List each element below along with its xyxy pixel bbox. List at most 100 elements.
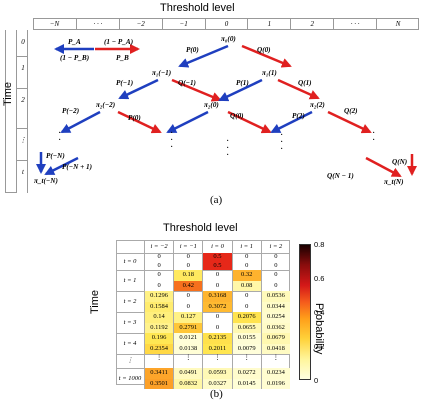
ellipsis-dots: · · · bbox=[226, 136, 230, 161]
heatmap-row-header: t = 3 bbox=[123, 318, 137, 326]
cell-value-top: 0.5 bbox=[203, 253, 232, 262]
threshold-column-header: 0 bbox=[204, 18, 248, 30]
cell-value-bottom: 0 bbox=[245, 261, 249, 269]
node-pi1m1: π₁(−1) bbox=[152, 69, 172, 77]
arrow-q0b bbox=[227, 110, 272, 134]
cell-value-top: 0.32 bbox=[232, 270, 261, 281]
legend-pb: P_B bbox=[116, 54, 129, 62]
cell-value-top: ⋮ bbox=[243, 354, 250, 361]
cell-value-bottom: 0.5 bbox=[203, 261, 232, 270]
cell-value-top: 0.1296 bbox=[145, 291, 174, 302]
heatmap-cell: 0.0254 0.0362 bbox=[260, 312, 290, 333]
cell-value-top: ⋮ bbox=[185, 354, 192, 361]
heatmap-cell: 0.3411 0.3501 bbox=[144, 368, 174, 389]
legend-1-pb: (1 − P_B) bbox=[60, 54, 90, 62]
cell-value-top: 0.14 bbox=[145, 312, 174, 323]
tree-arrows bbox=[36, 44, 417, 178]
cell-value-top: 0 bbox=[245, 253, 249, 260]
cell-value-bottom: 0.1192 bbox=[145, 322, 174, 333]
threshold-column-header: −1 bbox=[161, 18, 205, 30]
cell-value-bottom: 0.0145 bbox=[232, 378, 261, 389]
heatmap-cell: 0.32 0.08 bbox=[231, 270, 261, 291]
cell-value-bottom bbox=[233, 361, 261, 368]
heatmap-row-header: t = 1 bbox=[123, 276, 137, 284]
colorbar bbox=[299, 244, 311, 380]
heatmap-cell: 0.2076 0.0655 bbox=[231, 312, 261, 333]
cell-value-bottom: 0 bbox=[186, 261, 190, 269]
edge-p1: P(1) bbox=[236, 79, 249, 87]
threshold-column-header: N bbox=[376, 18, 419, 30]
heatmap-cell: 0.0536 0.0344 bbox=[260, 291, 290, 312]
heatmap-cell: ⋮ bbox=[202, 354, 231, 368]
heatmap-row-header: t = 1000 bbox=[118, 374, 142, 382]
heatmap-row-header: t = 2 bbox=[123, 297, 137, 305]
edge-qm1: Q(−1) bbox=[178, 79, 196, 87]
heatmap-row-header: ⋮ bbox=[126, 357, 134, 364]
edge-q0: Q(0) bbox=[257, 46, 271, 54]
ellipsis-dots: · · · bbox=[280, 130, 284, 155]
cell-value-bottom bbox=[262, 361, 290, 368]
heatmap-time-label: Time bbox=[89, 289, 102, 315]
time-row-label: t bbox=[22, 168, 24, 176]
arrow-pm2 bbox=[60, 110, 101, 134]
colorbar-tick-label: 0.2 bbox=[314, 342, 325, 351]
cell-value-bottom: 0.0327 bbox=[203, 378, 232, 389]
threshold-column-header: −2 bbox=[118, 18, 162, 30]
heatmap-cell: 0.14 0.1192 bbox=[144, 312, 174, 333]
cell-value-top: 0.0254 bbox=[261, 312, 290, 323]
cell-value-bottom: 0.0196 bbox=[261, 378, 290, 389]
edge-q0b: Q(0) bbox=[230, 112, 244, 120]
cell-value-top: 0.3411 bbox=[145, 368, 174, 379]
time-row-divider bbox=[17, 160, 28, 161]
edge-p0: P(0) bbox=[186, 46, 199, 54]
cell-value-bottom: 0.2354 bbox=[145, 343, 174, 354]
edge-p2: P(2) bbox=[292, 112, 305, 120]
heatmap-cell: 0.5 0.5 bbox=[202, 253, 232, 270]
heatmap-cell: 0.0679 0.0418 bbox=[260, 333, 290, 354]
diagram-b-title: Threshold level bbox=[163, 222, 238, 234]
cell-value-top: 0.2076 bbox=[232, 312, 261, 323]
cell-value-top: 0 bbox=[157, 253, 161, 260]
legend-pa: P_A bbox=[68, 38, 81, 46]
heatmap-cell: ⋮ bbox=[260, 354, 290, 368]
edge-pmn: P(−N) bbox=[46, 152, 65, 160]
cell-value-top: 0 bbox=[215, 313, 220, 320]
heatmap-row-header: t = 4 bbox=[123, 339, 137, 347]
cell-value-top: ⋮ bbox=[155, 354, 163, 361]
cell-value-bottom: 0.2791 bbox=[174, 322, 203, 333]
cell-value-bottom: 0 bbox=[274, 261, 278, 269]
heatmap-cell: ⋮ bbox=[231, 354, 261, 368]
cell-value-bottom: 0.0079 bbox=[232, 343, 261, 354]
heatmap-cell: 0.196 0.2354 bbox=[144, 333, 174, 354]
cell-value-bottom: 0.0832 bbox=[174, 378, 203, 389]
cell-value-top: 0.0536 bbox=[261, 291, 290, 302]
heatmap-cell: 0.18 0.42 bbox=[173, 270, 203, 291]
cell-value-top: 0.0121 bbox=[174, 333, 203, 344]
heatmap-cell: 0.0491 0.0832 bbox=[173, 368, 203, 389]
cell-value-top: 0.0272 bbox=[232, 368, 261, 379]
cell-value-bottom: 0 bbox=[157, 281, 161, 289]
heatmap-cell: 0.0121 0.0138 bbox=[173, 333, 203, 354]
cell-value-top: 0.18 bbox=[174, 270, 203, 281]
threshold-column-header: · · · bbox=[333, 18, 376, 30]
cell-value-bottom: 0.0362 bbox=[261, 322, 290, 333]
heatmap-cell: 0.0234 0.0196 bbox=[260, 368, 290, 389]
caption-b: (b) bbox=[210, 388, 223, 400]
arrow-q2 bbox=[327, 110, 372, 134]
cell-value-top: 0 bbox=[215, 271, 220, 278]
heatmap-cell: 0.2135 0.2011 bbox=[202, 333, 232, 354]
cell-value-bottom bbox=[174, 361, 202, 368]
time-row-label: 2 bbox=[21, 96, 25, 104]
cell-value-top: 0 bbox=[157, 271, 161, 278]
heatmap-row-header-divider bbox=[144, 240, 145, 385]
arrow-p0b bbox=[166, 110, 209, 134]
time-row-label: 0 bbox=[21, 38, 25, 46]
cell-value-top: 0.0679 bbox=[261, 333, 290, 344]
heatmap-cell: ⋮ bbox=[144, 354, 173, 368]
node-pi22: π₂(2) bbox=[310, 101, 325, 109]
cell-value-top: 0 bbox=[274, 271, 278, 278]
